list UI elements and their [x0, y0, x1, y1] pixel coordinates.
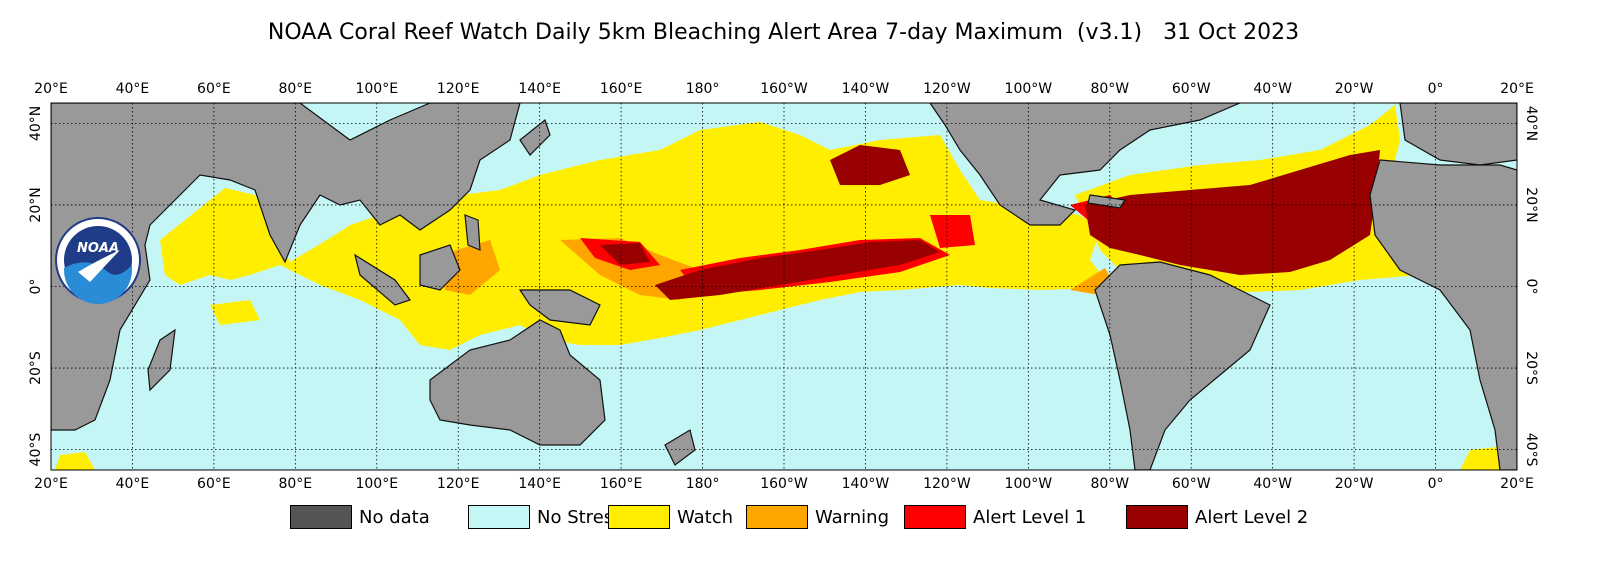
land-australia [429, 319, 606, 446]
lon-tick-label-bottom: 80°W [1090, 476, 1129, 492]
lon-tick-label-bottom: 140°E [518, 476, 561, 492]
lon-tick-label-bottom: 40°E [116, 476, 150, 492]
lon-tick-label-top: 180° [686, 81, 720, 97]
land-japan [519, 118, 551, 156]
lon-tick-label-bottom: 0° [1428, 476, 1444, 492]
top-longitude-ticks: 20°E 40°E 60°E 80°E 100°E 120°E 140°E 160°E 180°… [34, 81, 1534, 97]
legend: No data No Stress Watch Warning Alert Level … [0, 503, 1597, 533]
right-latitude-ticks: 40°N 20°N 0° 20°S 40°S [1523, 106, 1539, 467]
lon-tick-label-bottom: 20°E [34, 476, 68, 492]
lat-tick-label-left: 20°S [28, 351, 44, 385]
legend-label: Warning [815, 506, 890, 528]
legend-swatch [746, 505, 808, 529]
legend-item: Alert Level 1 [904, 503, 1086, 531]
lon-tick-label-top: 140°E [518, 81, 561, 97]
lat-tick-label-left: 40°S [28, 433, 44, 467]
lat-tick-label-right: 20°N [1523, 187, 1539, 222]
lon-tick-label-top: 80°E [278, 81, 312, 97]
lon-tick-label-bottom: 160°E [600, 476, 643, 492]
lon-tick-label-top: 160°W [760, 81, 808, 97]
noaa-logo-text: NOAA [77, 241, 119, 256]
land-new-guinea [518, 289, 601, 326]
lon-tick-label-bottom: 180° [686, 476, 720, 492]
map-title: NOAA Coral Reef Watch Daily 5km Bleachin… [267, 20, 1300, 45]
land-philippines [464, 214, 481, 251]
lon-tick-label-top: 20°E [1500, 81, 1534, 97]
lon-tick-label-top: 20°W [1335, 81, 1374, 97]
lat-tick-label-left: 40°N [28, 106, 44, 141]
lon-tick-label-top: 20°E [34, 81, 68, 97]
lon-tick-label-bottom: 40°W [1253, 476, 1292, 492]
lon-tick-label-bottom: 60°E [197, 476, 231, 492]
lat-tick-label-left: 0° [28, 279, 44, 295]
lon-tick-label-bottom: 100°E [355, 476, 398, 492]
legend-swatch [904, 505, 966, 529]
land-africa-west [1369, 159, 1517, 470]
legend-label: Alert Level 1 [973, 506, 1087, 528]
lon-tick-label-top: 140°W [842, 81, 890, 97]
lon-tick-label-top: 120°W [923, 81, 971, 97]
noaa-logo: NOAA [55, 217, 141, 304]
land-south-america [1094, 261, 1271, 470]
left-latitude-ticks: 40°N 20°N 0° 20°S 40°S [28, 106, 44, 467]
lon-tick-label-bottom: 120°W [923, 476, 971, 492]
legend-item: Watch [608, 503, 733, 531]
lon-tick-label-bottom: 80°E [278, 476, 312, 492]
lon-tick-label-bottom: 140°W [842, 476, 890, 492]
lon-tick-label-top: 40°W [1253, 81, 1292, 97]
lon-tick-label-bottom: 20°W [1335, 476, 1374, 492]
lon-tick-label-top: 60°W [1172, 81, 1211, 97]
land-madagascar [147, 328, 176, 392]
legend-label: No Stress [537, 506, 623, 528]
lon-tick-label-top: 0° [1428, 81, 1444, 97]
lat-tick-label-right: 40°N [1523, 106, 1539, 141]
legend-swatch [290, 505, 352, 529]
lon-tick-label-bottom: 20°E [1500, 476, 1534, 492]
legend-item: No data [290, 503, 430, 531]
lon-tick-label-top: 100°W [1005, 81, 1053, 97]
legend-item: Alert Level 2 [1126, 503, 1308, 531]
legend-label: No data [359, 506, 430, 528]
gridlines [51, 103, 1517, 470]
legend-swatch [1126, 505, 1188, 529]
land-north-america [929, 103, 1241, 226]
lon-tick-label-bottom: 60°W [1172, 476, 1211, 492]
legend-swatch [608, 505, 670, 529]
lon-tick-label-top: 40°E [116, 81, 150, 97]
legend-swatch [468, 505, 530, 529]
legend-label: Alert Level 2 [1195, 506, 1309, 528]
lon-tick-label-top: 100°E [355, 81, 398, 97]
legend-item: Warning [746, 503, 889, 531]
lon-tick-label-bottom: 160°W [760, 476, 808, 492]
lon-tick-label-top: 80°W [1090, 81, 1129, 97]
lon-tick-label-bottom: 120°E [437, 476, 480, 492]
lat-tick-label-right: 0° [1523, 279, 1539, 295]
lon-tick-label-bottom: 100°W [1005, 476, 1053, 492]
lat-tick-label-right: 20°S [1523, 351, 1539, 385]
lat-tick-label-left: 20°N [28, 187, 44, 222]
bottom-longitude-ticks: 20°E 40°E 60°E 80°E 100°E 120°E 140°E 160°E 180°… [34, 476, 1534, 492]
map-frame [50, 102, 1518, 471]
legend-label: Watch [677, 506, 734, 528]
land-sumatra [354, 253, 411, 306]
lon-tick-label-top: 120°E [437, 81, 480, 97]
lon-tick-label-top: 60°E [197, 81, 231, 97]
legend-item: No Stress [468, 503, 623, 531]
lat-tick-label-right: 40°S [1523, 433, 1539, 467]
lon-tick-label-top: 160°E [600, 81, 643, 97]
land-borneo [419, 244, 461, 291]
land-masses [51, 103, 1517, 470]
land-africa-east [51, 103, 521, 431]
